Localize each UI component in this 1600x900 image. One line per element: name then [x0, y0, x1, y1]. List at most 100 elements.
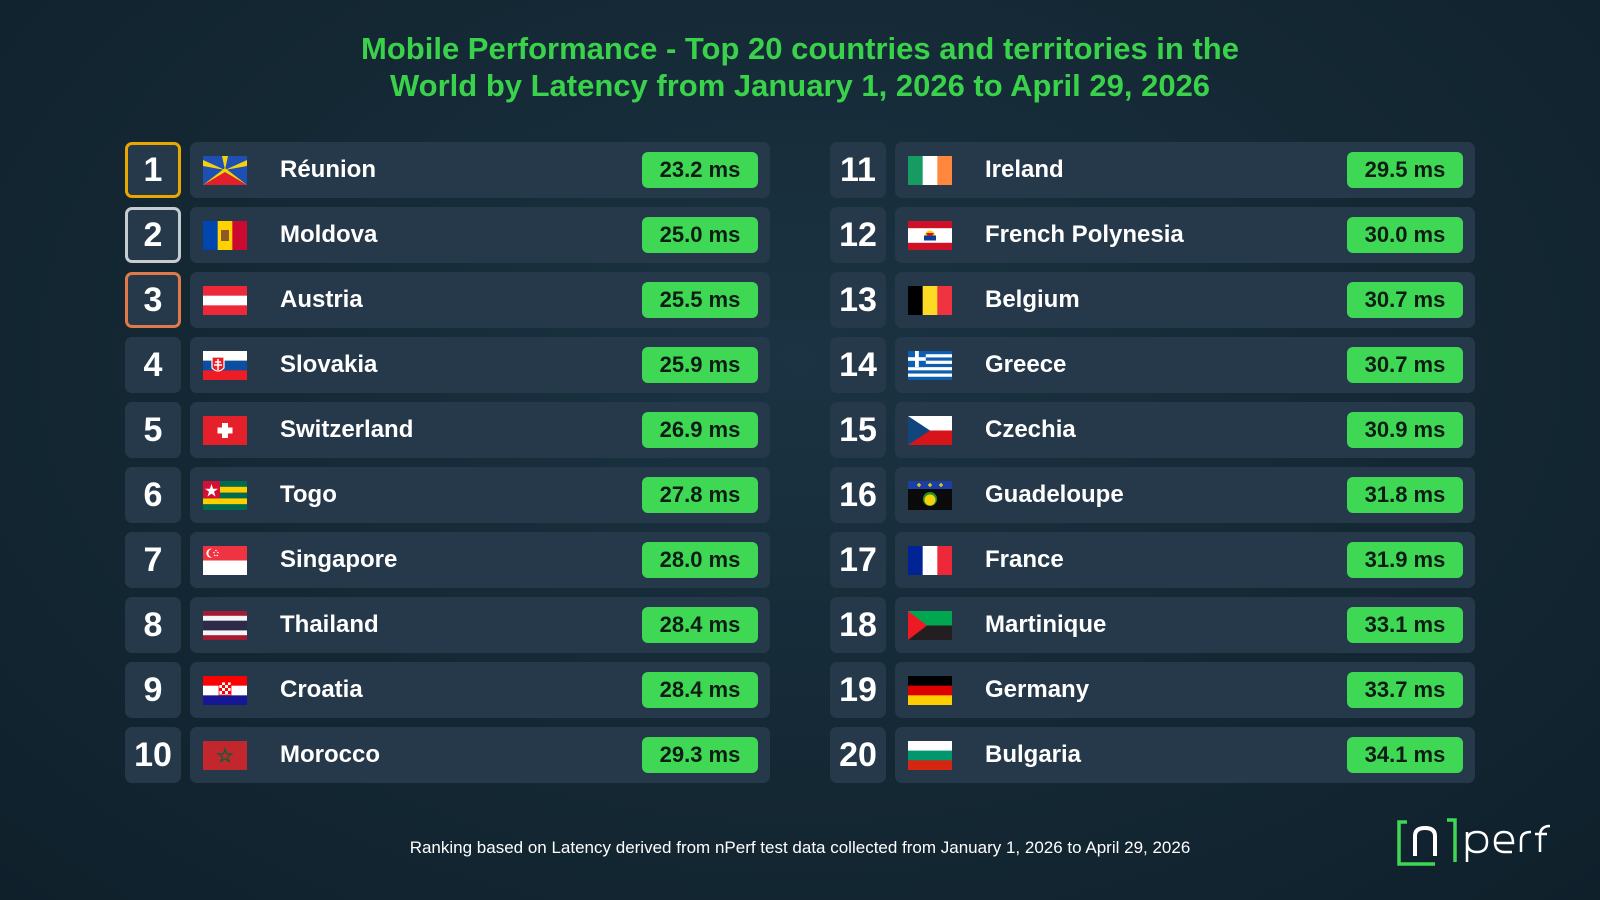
rank-badge: 10	[125, 727, 181, 783]
martinique-flag-icon	[908, 611, 952, 640]
country-name: Greece	[985, 351, 1067, 378]
title-line-1: Mobile Performance - Top 20 countries an…	[361, 31, 1239, 66]
country-bar: Croatia 28.4 ms	[190, 662, 770, 718]
slovakia-flag-icon	[203, 351, 247, 380]
latency-value: 31.8 ms	[1347, 477, 1463, 513]
switzerland-flag-icon	[203, 416, 247, 445]
singapore-flag-icon	[203, 546, 247, 575]
latency-value: 25.9 ms	[642, 347, 758, 383]
latency-value: 34.1 ms	[1347, 737, 1463, 773]
rank-badge: 15	[830, 402, 886, 458]
latency-value: 28.0 ms	[642, 542, 758, 578]
french-polynesia-flag-icon	[908, 221, 952, 250]
country-name: France	[985, 546, 1064, 573]
moldova-flag-icon	[203, 221, 247, 250]
rank-badge: 7	[125, 532, 181, 588]
country-name: Germany	[985, 676, 1090, 703]
rank-badge: 18	[830, 597, 886, 653]
rank-badge: 4	[125, 337, 181, 393]
country-bar: Switzerland 26.9 ms	[190, 402, 770, 458]
ireland-flag-icon	[908, 156, 952, 185]
latency-value: 33.1 ms	[1347, 607, 1463, 643]
rank-badge: 19	[830, 662, 886, 718]
austria-flag-icon	[203, 286, 247, 315]
thailand-flag-icon	[203, 611, 247, 640]
czechia-flag-icon	[908, 416, 952, 445]
france-flag-icon	[908, 546, 952, 575]
country-name: Belgium	[985, 286, 1080, 313]
rank-badge: 17	[830, 532, 886, 588]
footer-note: Ranking based on Latency derived from nP…	[409, 838, 1191, 857]
chart-title: Mobile Performance - Top 20 countries an…	[0, 30, 1600, 104]
country-bar: French Polynesia 30.0 ms	[895, 207, 1475, 263]
country-name: Singapore	[280, 546, 398, 573]
rank-badge: 3	[125, 272, 181, 328]
nperf-logo	[1397, 818, 1551, 866]
latency-value: 28.4 ms	[642, 672, 758, 708]
country-bar: Greece 30.7 ms	[895, 337, 1475, 393]
rank-badge: 16	[830, 467, 886, 523]
latency-value: 25.5 ms	[642, 282, 758, 318]
country-bar: France 31.9 ms	[895, 532, 1475, 588]
rank-badge: 5	[125, 402, 181, 458]
country-bar: Bulgaria 34.1 ms	[895, 727, 1475, 783]
latency-value: 28.4 ms	[642, 607, 758, 643]
latency-value: 30.0 ms	[1347, 217, 1463, 253]
country-name: Togo	[280, 481, 337, 508]
rank-badge: 20	[830, 727, 886, 783]
latency-value: 29.3 ms	[642, 737, 758, 773]
title-line-2: World by Latency from January 1, 2026 to…	[389, 68, 1211, 103]
country-bar: Morocco 29.3 ms	[190, 727, 770, 783]
belgium-flag-icon	[908, 286, 952, 315]
rank-badge: 8	[125, 597, 181, 653]
latency-value: 26.9 ms	[642, 412, 758, 448]
country-bar: Togo 27.8 ms	[190, 467, 770, 523]
country-bar: Martinique 33.1 ms	[895, 597, 1475, 653]
country-bar: Ireland 29.5 ms	[895, 142, 1475, 198]
croatia-flag-icon	[203, 676, 247, 705]
morocco-flag-icon	[203, 741, 247, 770]
country-bar: Thailand 28.4 ms	[190, 597, 770, 653]
rank-badge: 9	[125, 662, 181, 718]
latency-value: 23.2 ms	[642, 152, 758, 188]
latency-value: 30.9 ms	[1347, 412, 1463, 448]
latency-value: 30.7 ms	[1347, 347, 1463, 383]
country-bar: Germany 33.7 ms	[895, 662, 1475, 718]
country-name: Czechia	[985, 416, 1076, 443]
latency-value: 30.7 ms	[1347, 282, 1463, 318]
latency-value: 25.0 ms	[642, 217, 758, 253]
rank-badge: 1	[125, 142, 181, 198]
latency-value: 27.8 ms	[642, 477, 758, 513]
country-name: Slovakia	[280, 351, 378, 378]
country-name: Thailand	[280, 611, 379, 638]
country-bar: Czechia 30.9 ms	[895, 402, 1475, 458]
country-name: Martinique	[985, 611, 1107, 638]
latency-value: 33.7 ms	[1347, 672, 1463, 708]
country-name: Moldova	[280, 221, 378, 248]
country-bar: Guadeloupe 31.8 ms	[895, 467, 1475, 523]
bulgaria-flag-icon	[908, 741, 952, 770]
country-name: Austria	[280, 286, 363, 313]
country-name: Croatia	[280, 676, 363, 703]
guadeloupe-flag-icon	[908, 481, 952, 510]
country-bar: Belgium 30.7 ms	[895, 272, 1475, 328]
rank-badge: 13	[830, 272, 886, 328]
rank-badge: 12	[830, 207, 886, 263]
country-name: Réunion	[280, 156, 376, 183]
country-name: Ireland	[985, 156, 1064, 183]
country-bar: Austria 25.5 ms	[190, 272, 770, 328]
country-name: Bulgaria	[985, 741, 1082, 768]
country-bar: Slovakia 25.9 ms	[190, 337, 770, 393]
rank-badge: 2	[125, 207, 181, 263]
latency-value: 29.5 ms	[1347, 152, 1463, 188]
country-bar: Réunion 23.2 ms	[190, 142, 770, 198]
country-bar: Singapore 28.0 ms	[190, 532, 770, 588]
reunion-flag-icon	[203, 156, 247, 185]
country-name: French Polynesia	[985, 221, 1184, 248]
country-name: Guadeloupe	[985, 481, 1124, 508]
greece-flag-icon	[908, 351, 952, 380]
country-name: Morocco	[280, 741, 381, 768]
latency-value: 31.9 ms	[1347, 542, 1463, 578]
rank-badge: 6	[125, 467, 181, 523]
germany-flag-icon	[908, 676, 952, 705]
